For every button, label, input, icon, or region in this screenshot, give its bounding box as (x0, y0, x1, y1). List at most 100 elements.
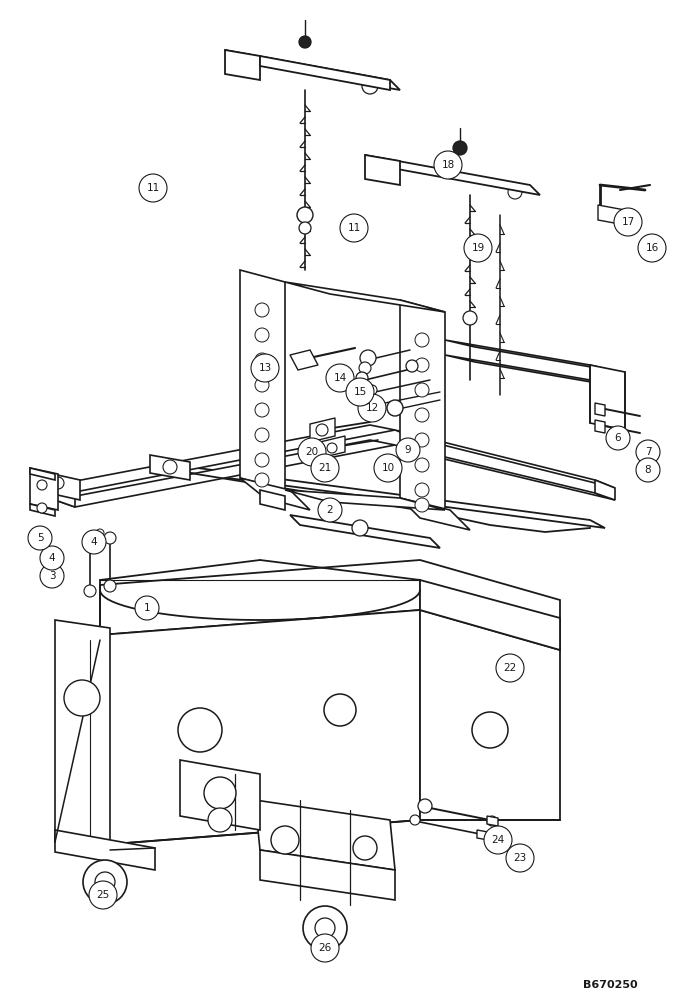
Circle shape (271, 826, 299, 854)
Circle shape (406, 360, 418, 372)
Circle shape (358, 394, 386, 422)
Circle shape (82, 530, 106, 554)
Text: 16: 16 (645, 243, 658, 253)
Polygon shape (30, 504, 55, 516)
Circle shape (415, 358, 429, 372)
Polygon shape (395, 445, 615, 500)
Text: B670250: B670250 (583, 980, 638, 990)
Circle shape (415, 498, 429, 512)
Polygon shape (598, 205, 625, 225)
Text: 8: 8 (644, 465, 651, 475)
Polygon shape (320, 436, 345, 458)
Circle shape (255, 303, 269, 317)
Circle shape (178, 708, 222, 752)
Circle shape (326, 364, 354, 392)
Text: 5: 5 (37, 533, 43, 543)
Text: 9: 9 (404, 445, 411, 455)
Polygon shape (30, 468, 55, 480)
Text: 11: 11 (347, 223, 361, 233)
Text: 10: 10 (381, 463, 395, 473)
Circle shape (40, 546, 64, 570)
Text: 20: 20 (306, 447, 319, 457)
Polygon shape (150, 455, 190, 480)
Circle shape (163, 460, 177, 474)
Circle shape (255, 428, 269, 442)
Circle shape (104, 532, 116, 544)
Circle shape (359, 362, 371, 374)
Polygon shape (285, 282, 445, 312)
Circle shape (104, 580, 116, 592)
Polygon shape (595, 480, 615, 500)
Circle shape (362, 78, 378, 94)
Circle shape (484, 826, 512, 854)
Circle shape (506, 844, 534, 872)
Circle shape (89, 881, 117, 909)
Circle shape (464, 234, 492, 262)
Circle shape (52, 477, 64, 489)
Circle shape (340, 214, 368, 242)
Circle shape (356, 372, 368, 384)
Polygon shape (260, 490, 285, 510)
Circle shape (311, 454, 339, 482)
Circle shape (255, 378, 269, 392)
Circle shape (303, 906, 347, 950)
Text: 22: 22 (503, 663, 516, 673)
Text: 17: 17 (622, 217, 635, 227)
Circle shape (297, 207, 313, 223)
Circle shape (496, 654, 524, 682)
Polygon shape (240, 478, 310, 510)
Text: 21: 21 (318, 463, 331, 473)
Polygon shape (477, 830, 488, 840)
Circle shape (311, 934, 339, 962)
Circle shape (360, 350, 376, 366)
Polygon shape (395, 430, 615, 488)
Circle shape (415, 383, 429, 397)
Circle shape (508, 185, 522, 199)
Polygon shape (400, 498, 470, 530)
Circle shape (638, 234, 666, 262)
Text: 25: 25 (96, 890, 110, 900)
Circle shape (204, 777, 236, 809)
Polygon shape (595, 403, 605, 416)
Circle shape (84, 537, 96, 549)
Circle shape (415, 458, 429, 472)
Text: 3: 3 (49, 571, 55, 581)
Polygon shape (225, 50, 400, 90)
Text: 13: 13 (258, 363, 271, 373)
Polygon shape (445, 340, 620, 372)
Polygon shape (420, 610, 560, 820)
Text: 19: 19 (471, 243, 484, 253)
Polygon shape (255, 800, 395, 870)
Text: 24: 24 (491, 835, 505, 845)
Circle shape (255, 353, 269, 367)
Polygon shape (400, 300, 445, 510)
Polygon shape (55, 830, 155, 870)
Circle shape (434, 151, 462, 179)
Circle shape (367, 385, 377, 395)
Circle shape (251, 354, 279, 382)
Polygon shape (55, 485, 75, 507)
Text: 18: 18 (441, 160, 454, 170)
Circle shape (410, 815, 420, 825)
Circle shape (255, 403, 269, 417)
Polygon shape (55, 620, 110, 850)
Circle shape (298, 438, 326, 466)
Circle shape (315, 918, 335, 938)
Text: 14: 14 (333, 373, 347, 383)
Circle shape (463, 311, 477, 325)
Circle shape (418, 799, 432, 813)
Polygon shape (365, 155, 400, 185)
Circle shape (255, 453, 269, 467)
Circle shape (255, 473, 269, 487)
Text: 23: 23 (514, 853, 527, 863)
Circle shape (208, 808, 232, 832)
Circle shape (95, 872, 115, 892)
Polygon shape (310, 418, 335, 442)
Text: 26: 26 (318, 943, 331, 953)
Polygon shape (285, 490, 445, 510)
Text: 2: 2 (326, 505, 333, 515)
Circle shape (40, 564, 64, 588)
Polygon shape (240, 270, 285, 490)
Circle shape (453, 141, 467, 155)
Polygon shape (55, 440, 395, 507)
